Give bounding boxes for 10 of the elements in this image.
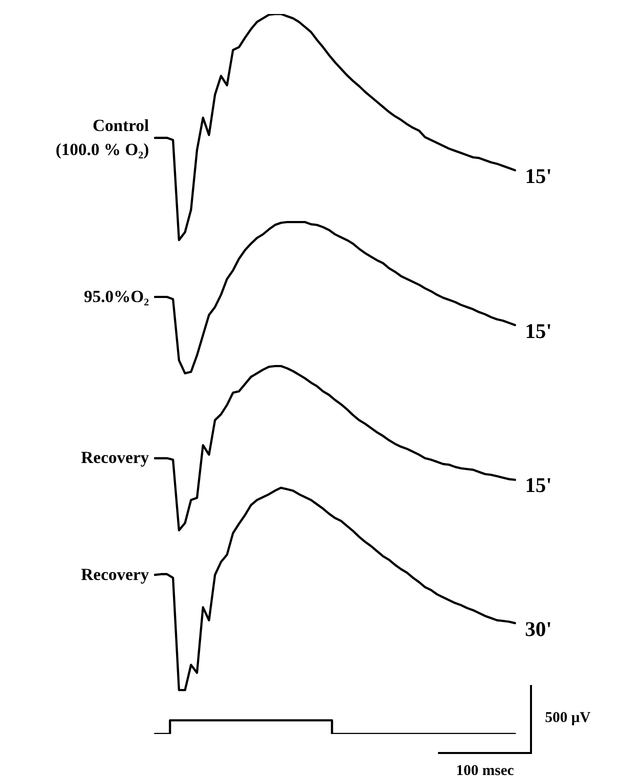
text: 15'	[525, 164, 552, 189]
text: 15'	[525, 473, 552, 498]
series-label: Recovery	[80, 564, 149, 586]
text: 500 μV	[545, 710, 591, 726]
series-label: Control (100.0 % O₂)	[54, 114, 149, 161]
series-label: Recovery	[80, 447, 149, 470]
text: 30'	[525, 616, 552, 642]
text: 100 msec	[456, 763, 514, 780]
text: 15'	[525, 318, 552, 344]
series-label: 95.0%O₂	[82, 286, 149, 308]
